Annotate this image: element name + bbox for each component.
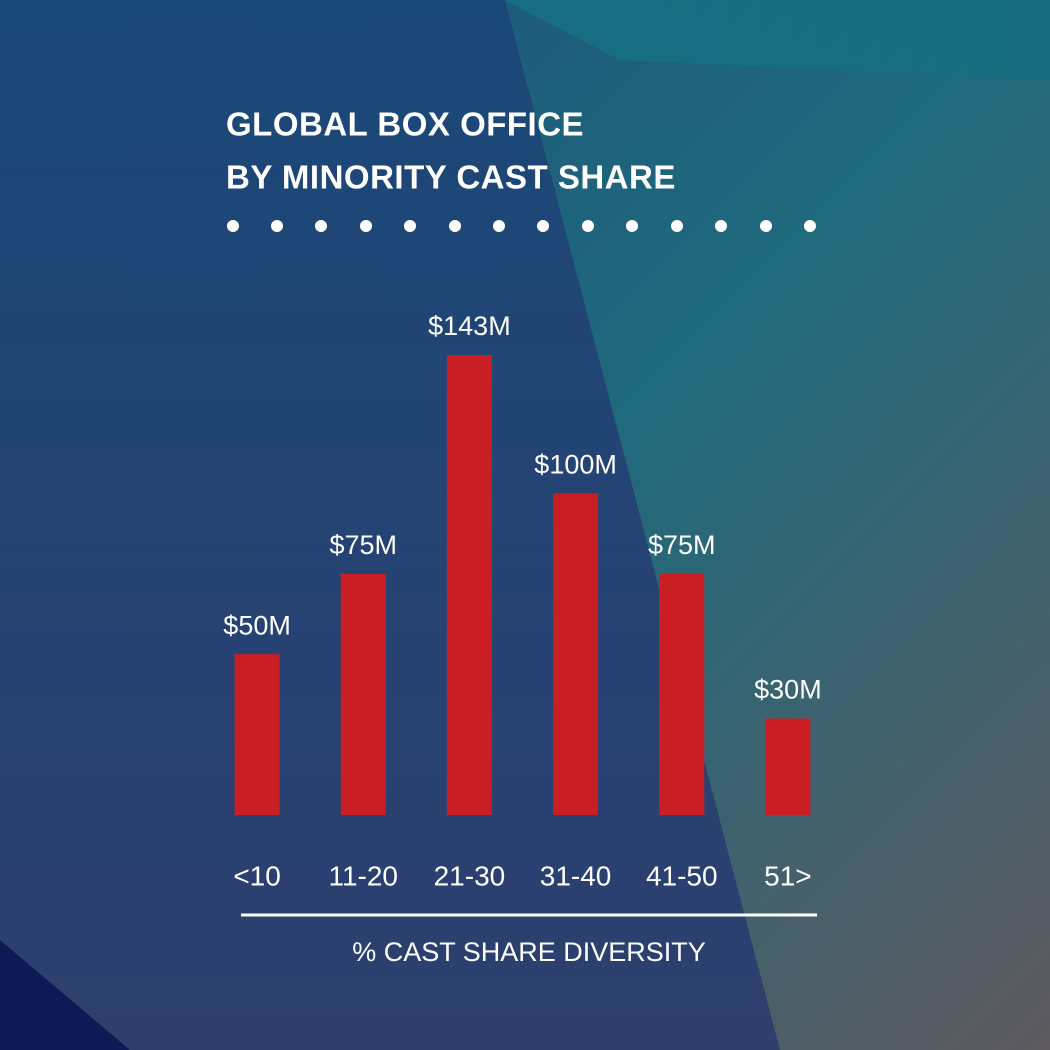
bar xyxy=(659,573,705,815)
x-axis-label: % CAST SHARE DIVERSITY xyxy=(352,937,706,967)
x-tick-label: 51> xyxy=(764,860,812,891)
value-label: $143M xyxy=(428,311,511,341)
x-tick-label: 11-20 xyxy=(328,860,398,891)
x-tick-label: 31-40 xyxy=(540,860,612,891)
x-tick-label: <10 xyxy=(233,860,281,891)
background-shape xyxy=(505,0,1050,80)
bar xyxy=(340,573,386,815)
value-label: $75M xyxy=(329,530,397,560)
bar xyxy=(234,654,280,815)
value-label: $30M xyxy=(754,675,822,705)
value-label: $100M xyxy=(534,449,617,479)
x-tick-label: 21-30 xyxy=(434,860,506,891)
background-corner xyxy=(0,940,130,1050)
bar xyxy=(553,493,599,815)
chart-title: GLOBAL BOX OFFICE xyxy=(226,106,584,143)
chart-title: BY MINORITY CAST SHARE xyxy=(226,159,676,196)
title-dots xyxy=(227,220,816,232)
bar xyxy=(765,718,811,815)
bar xyxy=(446,355,492,815)
x-tick-label: 41-50 xyxy=(646,860,718,891)
value-label: $50M xyxy=(223,610,291,640)
value-label: $75M xyxy=(648,530,716,560)
